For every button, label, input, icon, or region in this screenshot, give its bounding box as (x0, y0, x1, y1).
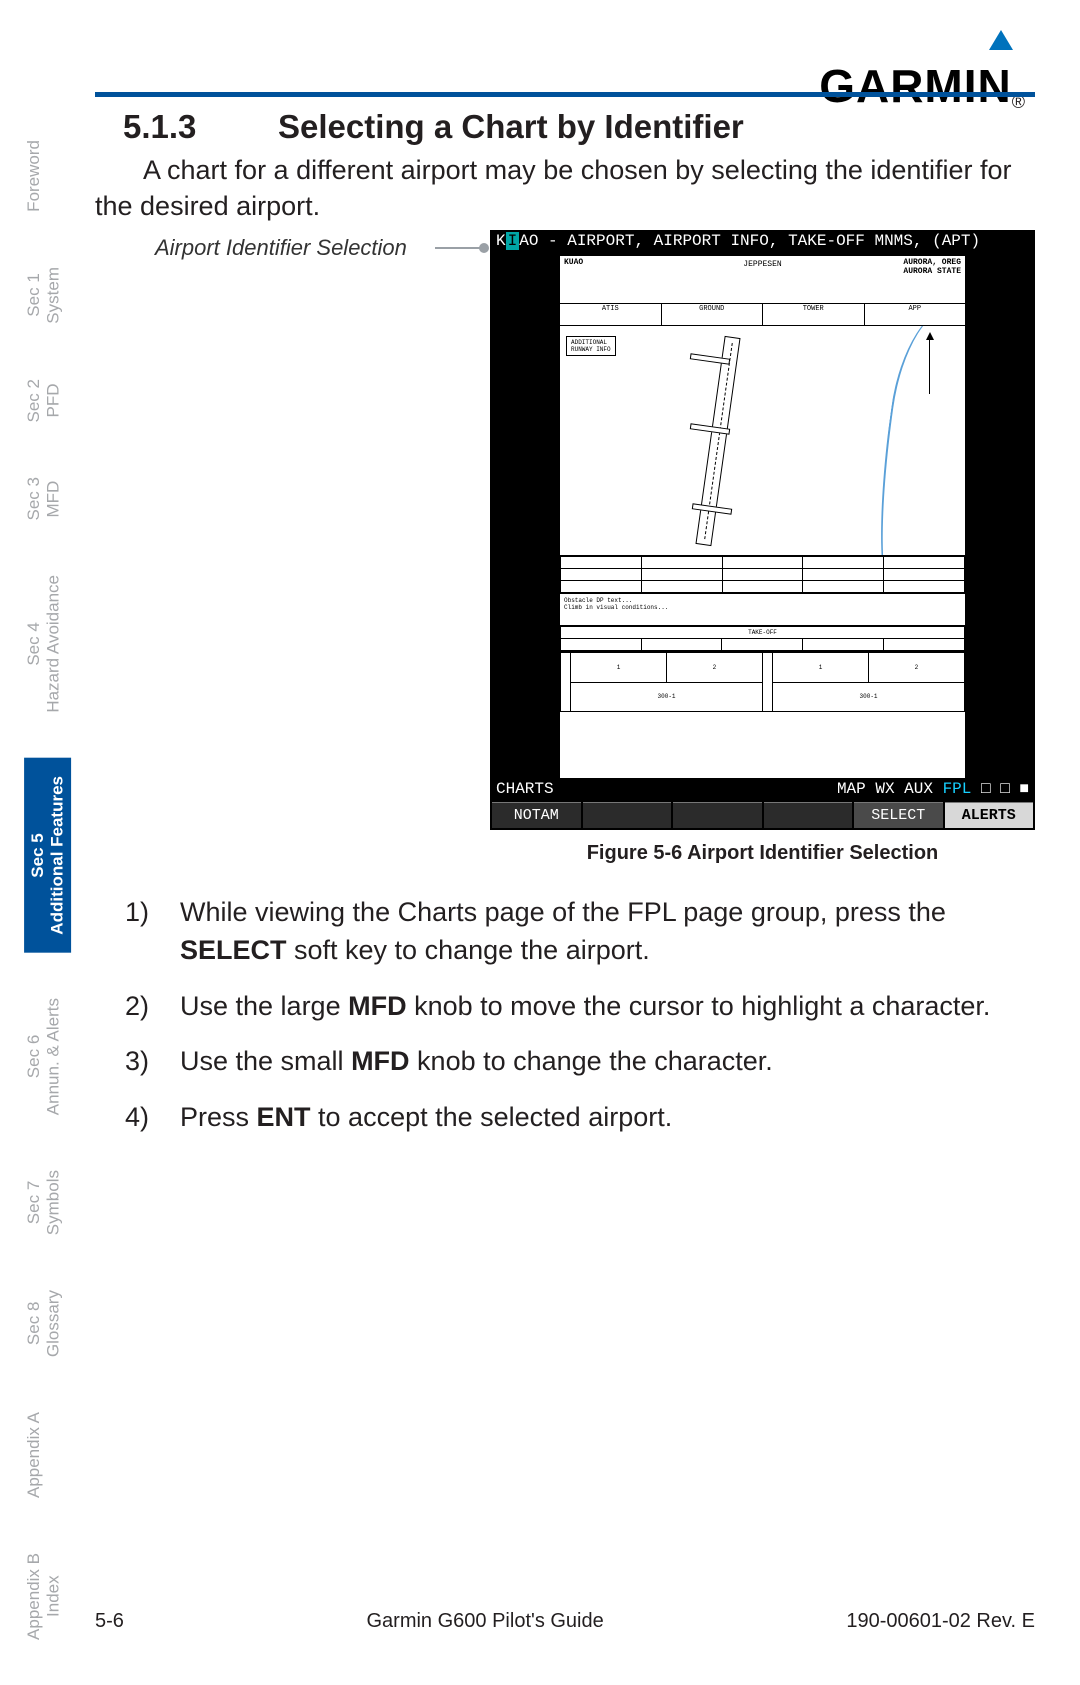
chart-image: KUAO JEPPESEN AURORA, OREGAURORA STATE A… (560, 256, 965, 778)
mfd-screenshot: KIAO - AIRPORT, AIRPORT INFO, TAKE-OFF M… (490, 230, 1035, 830)
chart-info-box: ADDITIONALRUNWAY INFO (566, 336, 616, 356)
header-rule (95, 92, 1035, 97)
takeoff-table: TAKE-OFF (560, 626, 965, 652)
callout-leader-line (435, 247, 480, 249)
page-group-right: MAP WX AUX FPL □ □ ■ (837, 780, 1029, 798)
side-tab: Sec 3MFD (24, 467, 63, 530)
side-tab: Appendix BIndex (24, 1543, 63, 1650)
page-group-left: CHARTS (496, 780, 554, 798)
side-tab: Appendix A (24, 1402, 44, 1508)
side-tab: Sec 8Glossary (24, 1280, 63, 1367)
ident-cursor: I (506, 232, 520, 250)
river-icon (865, 326, 965, 556)
side-tab: Sec 7Symbols (24, 1160, 63, 1245)
softkey-select: SELECT (854, 802, 943, 828)
chart-freq-row: ATISGROUNDTOWERAPP (560, 304, 965, 326)
side-tabs: Foreword Sec 1System Sec 2PFD Sec 3MFD Sec 4… (24, 130, 84, 1685)
mfd-page-bar: CHARTS MAP WX AUX FPL □ □ ■ (490, 780, 1035, 798)
side-tab: Sec 5Additional Features (24, 758, 71, 953)
runway-table (560, 556, 965, 594)
softkey-blank (764, 802, 853, 828)
garmin-logo: GARMIN® (819, 30, 1025, 113)
procedure-step: 1)While viewing the Charts page of the F… (125, 894, 1035, 970)
doc-revision: 190-00601-02 Rev. E (846, 1610, 1035, 1633)
callout-label: Airport Identifier Selection (155, 235, 407, 261)
logo-text: GARMIN (819, 60, 1012, 112)
intro-paragraph: A chart for a different airport may be c… (95, 152, 1025, 225)
procedure-step: 2)Use the large MFD knob to move the cur… (125, 988, 1035, 1026)
callout-leader-dot (479, 243, 489, 253)
heading-title: Selecting a Chart by Identifier (278, 108, 744, 145)
north-arrow-icon (929, 334, 949, 394)
side-tab: Foreword (24, 130, 44, 222)
procedure-step: 4)Press ENT to accept the selected airpo… (125, 1099, 1035, 1137)
mfd-title-bar: KIAO - AIRPORT, AIRPORT INFO, TAKE-OFF M… (490, 230, 1035, 252)
side-tab: Sec 2PFD (24, 369, 63, 432)
section-heading: 5.1.3Selecting a Chart by Identifier (123, 108, 744, 146)
procedure-steps: 1)While viewing the Charts page of the F… (125, 894, 1035, 1155)
softkey-blank (673, 802, 762, 828)
side-tab: Sec 4Hazard Avoidance (24, 565, 63, 723)
side-tab: Sec 1System (24, 257, 63, 334)
logo-delta-icon (989, 30, 1013, 50)
page-number: 5-6 (95, 1610, 124, 1633)
chart-ident: KUAO (564, 258, 583, 267)
page-footer: 5-6 Garmin G600 Pilot's Guide 190-00601-… (95, 1610, 1035, 1633)
chart-publisher: JEPPESEN (743, 260, 781, 269)
runway-icon (695, 336, 740, 546)
figure-caption: Figure 5-6 Airport Identifier Selection (490, 842, 1035, 865)
softkey-notam: NOTAM (492, 802, 581, 828)
procedure-step: 3)Use the small MFD knob to change the c… (125, 1043, 1035, 1081)
heading-number: 5.1.3 (123, 108, 278, 146)
softkey-alerts: ALERTS (945, 802, 1034, 828)
minimums-table: 1212 300-1300-1 (560, 652, 965, 712)
footer-title: Garmin G600 Pilot's Guide (366, 1610, 603, 1633)
side-tab: Sec 6Annun. & Alerts (24, 988, 63, 1125)
softkey-bar: NOTAM SELECTALERTS (490, 800, 1035, 830)
chart-notes: Obstacle DP text...Climb in visual condi… (560, 594, 965, 626)
chart-airport-name: AURORA, OREGAURORA STATE (903, 258, 961, 276)
airport-diagram: ADDITIONALRUNWAY INFO (560, 326, 965, 556)
mfd-title-rest: - AIRPORT, AIRPORT INFO, TAKE-OFF MNMS, … (538, 232, 980, 250)
softkey-blank (583, 802, 672, 828)
